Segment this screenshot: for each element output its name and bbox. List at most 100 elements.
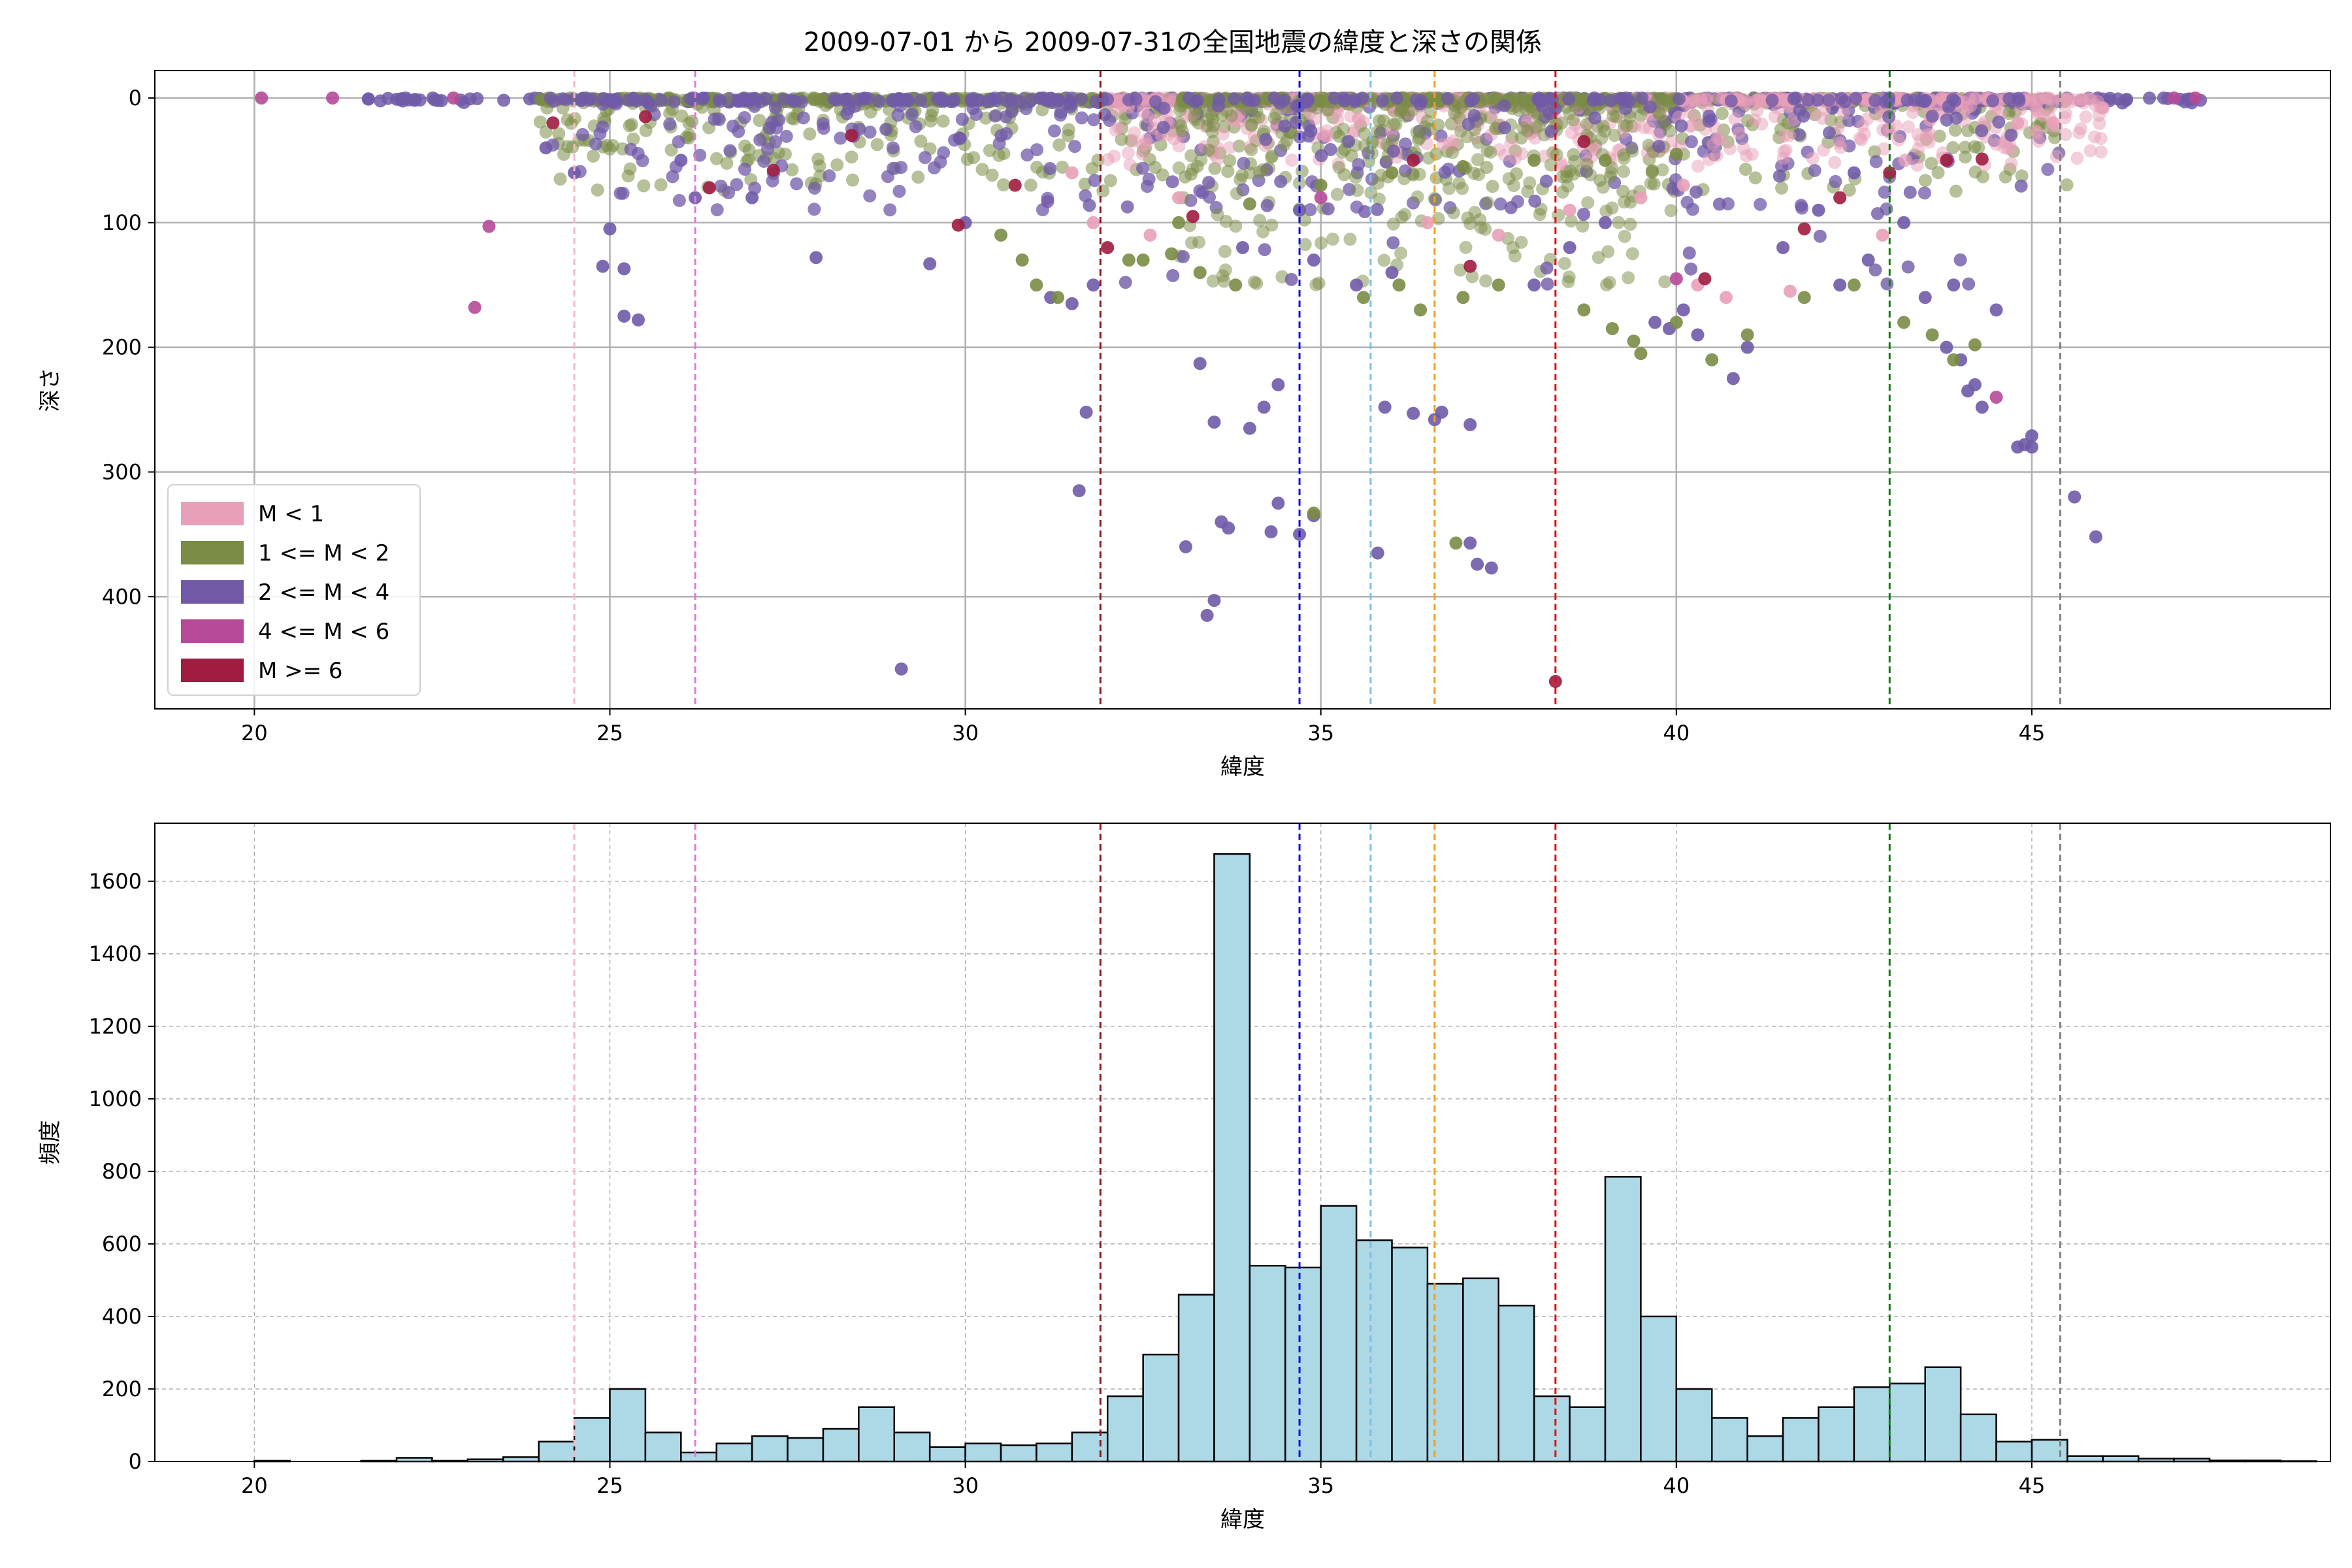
data-point — [1869, 263, 1882, 277]
data-point — [1504, 201, 1518, 214]
histogram-bar — [1177, 1294, 1215, 1463]
data-point — [627, 132, 640, 146]
data-point — [1920, 128, 1934, 142]
data-point — [1202, 143, 1216, 157]
histogram-bar — [1889, 1382, 1926, 1463]
data-point — [1377, 253, 1391, 267]
data-point — [2041, 163, 2055, 176]
data-point — [745, 191, 759, 204]
data-point — [1135, 161, 1149, 175]
histogram-bar — [715, 1442, 753, 1463]
data-point — [672, 193, 686, 207]
data-point — [638, 93, 651, 106]
data-point — [1899, 153, 1913, 167]
data-point — [1277, 93, 1291, 107]
scatter-y-label: 深さ — [37, 368, 63, 412]
data-point — [1337, 94, 1351, 108]
data-point — [1083, 199, 1096, 212]
data-point — [552, 127, 566, 140]
data-point — [1285, 154, 1299, 167]
data-point — [720, 156, 734, 170]
data-point — [1947, 278, 1961, 292]
data-point — [2089, 530, 2102, 544]
data-point — [596, 120, 610, 134]
data-point — [1332, 161, 1346, 174]
y-tick-label: 400 — [102, 1304, 142, 1329]
data-point — [1173, 103, 1186, 117]
data-point — [1948, 94, 1961, 108]
data-point — [1397, 172, 1411, 186]
data-point — [1494, 197, 1507, 211]
data-point — [1122, 253, 1135, 267]
data-point — [1918, 186, 1931, 200]
data-point — [1644, 176, 1658, 190]
data-point — [1794, 199, 1808, 212]
data-point — [760, 142, 774, 156]
data-point — [1903, 186, 1917, 199]
data-point — [1459, 240, 1473, 254]
data-point — [667, 95, 681, 108]
data-point — [1264, 525, 1278, 539]
data-point — [1833, 191, 1847, 204]
data-point — [1883, 166, 1897, 180]
data-point — [1691, 328, 1705, 342]
data-point — [1684, 135, 1698, 149]
data-point — [1690, 185, 1703, 199]
data-point — [457, 95, 471, 109]
histogram-bar — [1320, 1205, 1358, 1463]
x-tick-label: 40 — [1663, 1473, 1690, 1498]
data-point — [1732, 126, 1746, 140]
histogram-bar — [1249, 1264, 1286, 1463]
data-point — [1959, 150, 1972, 164]
data-point — [926, 104, 939, 118]
data-point — [1186, 210, 1200, 223]
data-point — [1543, 107, 1556, 121]
x-tick-label: 35 — [1307, 1473, 1334, 1498]
data-point — [553, 172, 567, 186]
data-point — [2031, 106, 2045, 120]
data-point — [1669, 272, 1683, 286]
data-point — [1219, 214, 1233, 228]
data-point — [753, 133, 767, 147]
data-point — [870, 138, 884, 152]
x-tick-label: 45 — [2019, 721, 2046, 745]
data-point — [1617, 152, 1631, 165]
data-point — [1715, 106, 1729, 120]
data-point — [1072, 484, 1086, 498]
data-point — [1005, 105, 1019, 118]
data-point — [1313, 91, 1327, 105]
data-point — [1829, 174, 1842, 188]
data-point — [1502, 172, 1516, 186]
data-point — [1486, 180, 1499, 193]
data-point — [1545, 92, 1559, 106]
data-point — [1562, 92, 1576, 106]
data-point — [1410, 125, 1424, 139]
data-point — [1648, 316, 1662, 329]
data-point — [2058, 111, 2072, 125]
data-point — [1940, 154, 1953, 167]
data-point — [1256, 225, 1270, 238]
data-point — [1540, 261, 1554, 275]
histogram-bar — [2102, 1455, 2140, 1463]
data-point — [603, 222, 617, 236]
data-point — [1413, 167, 1426, 181]
legend-label: M < 1 — [258, 501, 324, 527]
data-point — [1999, 170, 2012, 184]
data-point — [863, 125, 877, 139]
data-point — [1347, 123, 1361, 137]
histogram-bar — [964, 1442, 1002, 1463]
data-point — [1787, 92, 1801, 106]
data-point — [757, 154, 771, 168]
data-point — [1043, 161, 1057, 175]
y-tick-label: 200 — [102, 335, 142, 360]
data-point — [1637, 121, 1651, 135]
data-point — [768, 101, 782, 114]
data-point — [1256, 163, 1269, 176]
data-point — [738, 110, 751, 124]
data-point — [1702, 114, 1716, 128]
data-point — [567, 92, 581, 106]
data-point — [1669, 147, 1683, 161]
data-point — [1207, 593, 1221, 607]
data-point — [1194, 153, 1208, 167]
